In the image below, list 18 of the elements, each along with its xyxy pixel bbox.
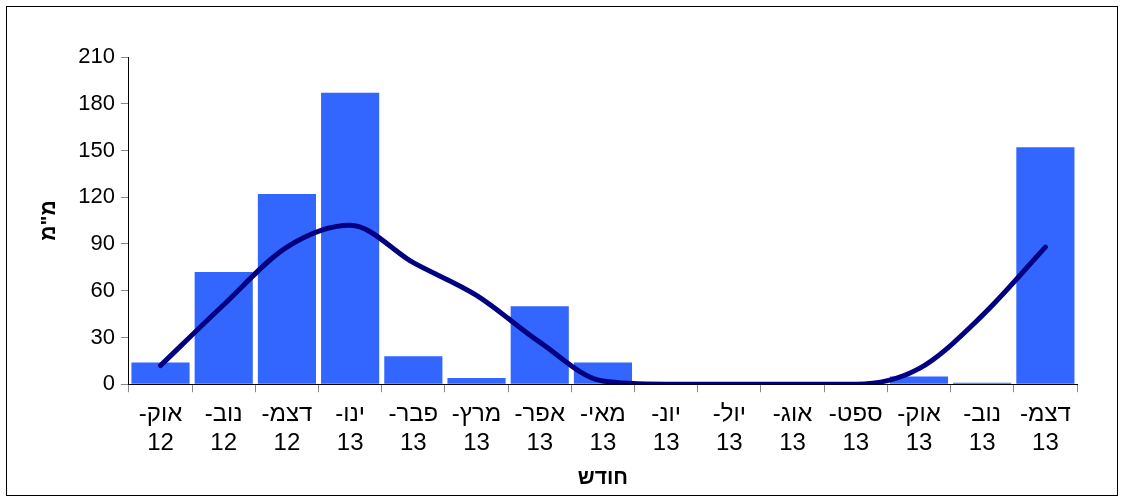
y-tick-label: 120 <box>78 183 115 209</box>
x-axis-title: חודש <box>577 465 629 489</box>
y-tick-label: 30 <box>90 323 115 349</box>
bar <box>131 362 190 384</box>
bar <box>510 306 569 384</box>
y-tick-label: 60 <box>90 276 115 302</box>
y-axis-title: מ"מ <box>36 200 60 241</box>
bar <box>194 272 253 384</box>
bar <box>257 194 316 384</box>
bar <box>1016 147 1075 384</box>
y-tick-label: 150 <box>78 136 115 162</box>
y-tick-label: 210 <box>78 43 115 69</box>
y-tick-label: 0 <box>102 370 115 396</box>
bar <box>321 92 380 384</box>
y-tick-label: 180 <box>78 89 115 115</box>
bar <box>447 377 506 384</box>
y-tick-label: 90 <box>90 230 115 256</box>
bar <box>384 356 443 384</box>
